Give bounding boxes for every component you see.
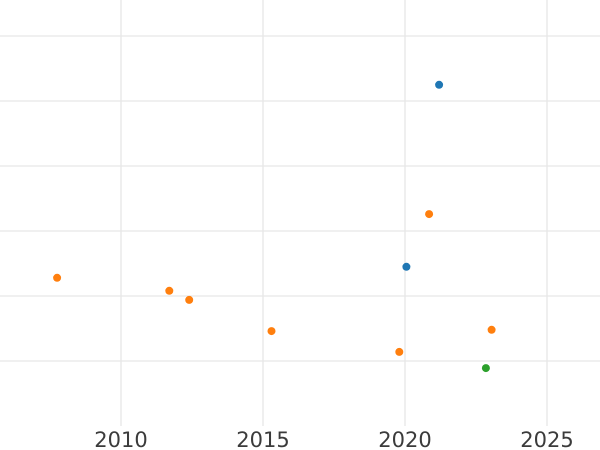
x-tick-label: 2010: [94, 428, 147, 450]
data-point-blue: [402, 262, 411, 271]
x-tick-label: 2025: [520, 428, 573, 450]
data-point-orange: [395, 347, 404, 356]
x-tick-label: 2015: [236, 428, 289, 450]
data-point-orange: [185, 295, 194, 304]
data-point-blue: [435, 80, 444, 89]
data-point-orange: [165, 286, 174, 295]
data-point-orange: [267, 327, 276, 336]
data-point-orange: [53, 273, 62, 282]
data-point-orange: [487, 325, 496, 334]
data-point-green: [481, 364, 490, 373]
data-point-orange: [425, 210, 434, 219]
x-tick-label: 2020: [378, 428, 431, 450]
